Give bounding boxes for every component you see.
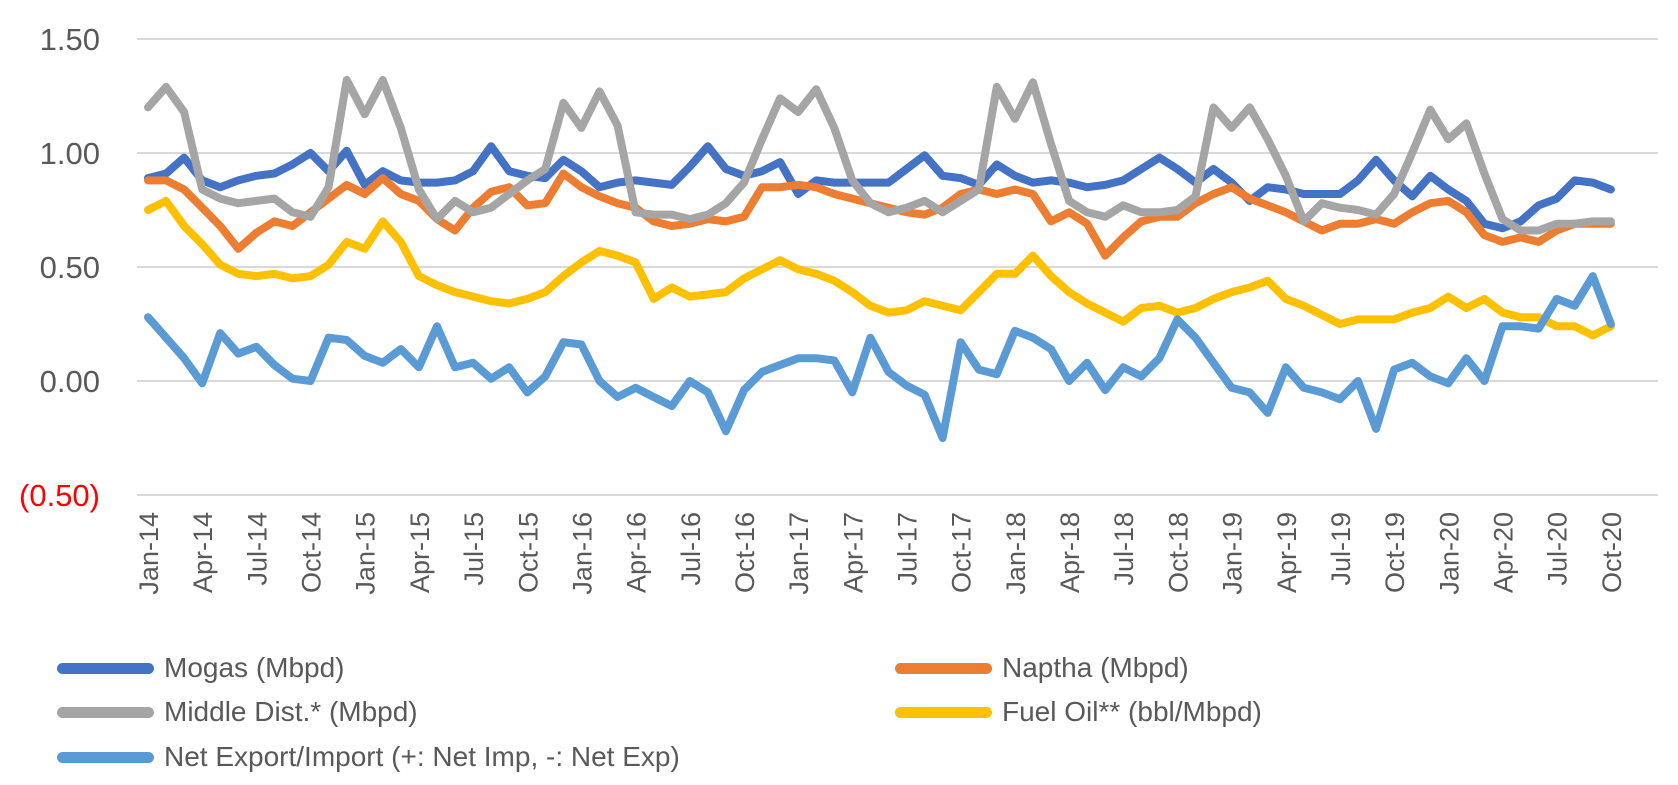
series-line-middle-dist-mbpd [144,76,1615,235]
x-axis-tick-label: Apr-15 [405,512,435,593]
x-axis-tick-label: Jul-15 [459,512,489,586]
x-axis-tick-label: Oct-19 [1380,512,1410,593]
x-axis-tick-label: Jan-19 [1218,512,1248,595]
x-axis-tick-label: Jan-14 [134,512,164,595]
x-axis-tick-label: Oct-20 [1597,512,1627,593]
y-axis-tick-label: (0.50) [19,478,100,513]
series-line-mogas-mbpd [144,142,1615,233]
x-axis-tick-label: Jul-20 [1543,512,1573,586]
x-axis-tick-label: Oct-16 [730,512,760,593]
series-line-fuel-oil-bbl-mbpd [144,196,1615,340]
x-axis-tick-label: Apr-16 [622,512,652,593]
x-axis-tick-label: Jan-18 [1001,512,1031,595]
series-line-net-export-import-net-imp-net-exp [144,272,1615,442]
x-axis-tick-label: Oct-18 [1163,512,1193,593]
x-axis-tick-label: Jan-20 [1434,512,1464,595]
x-axis-tick-label: Jul-18 [1109,512,1139,586]
x-axis-tick-label: Apr-14 [188,512,218,593]
x-axis-tick-label: Jan-16 [567,512,597,595]
x-axis-tick-label: Apr-19 [1272,512,1302,593]
x-axis-tick-label: Apr-17 [838,512,868,593]
x-axis-tick-label: Jan-17 [784,512,814,595]
x-axis-tick-label: Jul-17 [893,512,923,586]
y-axis-tick-label: 0.50 [40,250,100,285]
x-axis-tick-label: Jul-16 [676,512,706,586]
x-axis-tick-label: Oct-15 [513,512,543,593]
x-axis-tick-label: Oct-17 [947,512,977,593]
x-axis-tick-label: Apr-18 [1055,512,1085,593]
x-axis-tick-label: Jul-19 [1326,512,1356,586]
y-axis-tick-label: 0.00 [40,364,100,399]
x-axis-tick-label: Jul-14 [242,512,272,586]
x-axis-tick-label: Jan-15 [351,512,381,595]
y-axis-tick-label: 1.50 [40,22,100,57]
x-axis-tick-label: Oct-14 [297,512,327,593]
y-axis-tick-label: 1.00 [40,136,100,171]
x-axis-tick-label: Apr-20 [1489,512,1519,593]
